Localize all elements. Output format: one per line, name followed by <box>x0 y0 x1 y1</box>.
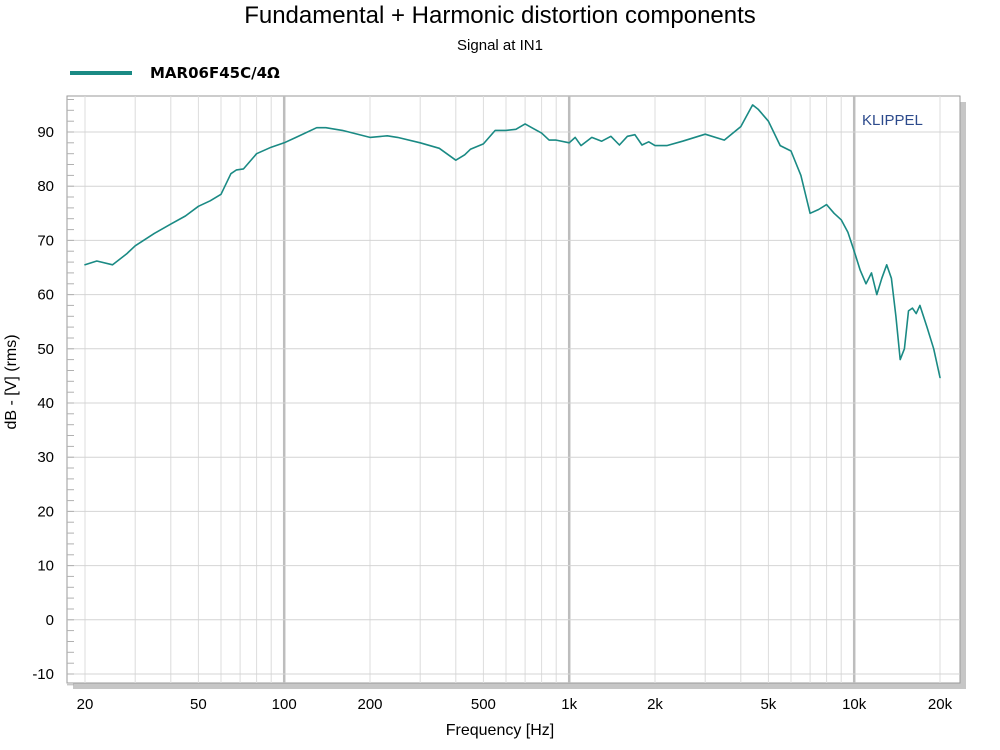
y-tick-label: 0 <box>46 612 54 629</box>
x-axis-label: Frequency [Hz] <box>445 722 555 739</box>
x-tick-label: 500 <box>471 696 496 713</box>
x-tick-label: 50 <box>190 696 207 713</box>
x-tick-label: 1k <box>561 696 577 713</box>
y-tick-label: -10 <box>32 666 54 683</box>
y-tick-label: 70 <box>37 232 54 249</box>
y-tick-label: 40 <box>37 395 54 412</box>
klippel-watermark: KLIPPEL <box>862 112 923 129</box>
series-line <box>84 104 941 379</box>
y-tick-label: 80 <box>37 178 54 195</box>
y-tick-label: 10 <box>37 558 54 575</box>
legend-label: MAR06F45C/4Ω <box>150 64 280 82</box>
y-tick-label: 50 <box>37 341 54 358</box>
series-layer <box>84 104 941 379</box>
chart-title: Fundamental + Harmonic distortion compon… <box>244 2 756 29</box>
x-tick-label: 20 <box>77 696 94 713</box>
x-tick-label: 200 <box>357 696 382 713</box>
y-tick-label: 90 <box>37 124 54 141</box>
legend-swatch <box>70 71 132 75</box>
x-tick-label: 20k <box>928 696 953 713</box>
y-tick-label: 20 <box>37 503 54 520</box>
x-tick-label: 10k <box>842 696 867 713</box>
x-tick-label: 100 <box>272 696 297 713</box>
y-tick-label: 30 <box>37 449 54 466</box>
y-axis-label: dB - [V] (rms) <box>3 334 20 430</box>
chart-subtitle: Signal at IN1 <box>457 37 543 54</box>
legend: MAR06F45C/4Ω <box>70 64 280 82</box>
x-tick-label: 5k <box>760 696 776 713</box>
tick-labels: -10 0 10 20 30 40 50 60 70 80 90 20 50 100 200 500 1k 2k 5… <box>32 124 952 713</box>
y-tick-label: 60 <box>37 287 54 304</box>
x-tick-label: 2k <box>647 696 663 713</box>
plot-area <box>66 95 961 684</box>
